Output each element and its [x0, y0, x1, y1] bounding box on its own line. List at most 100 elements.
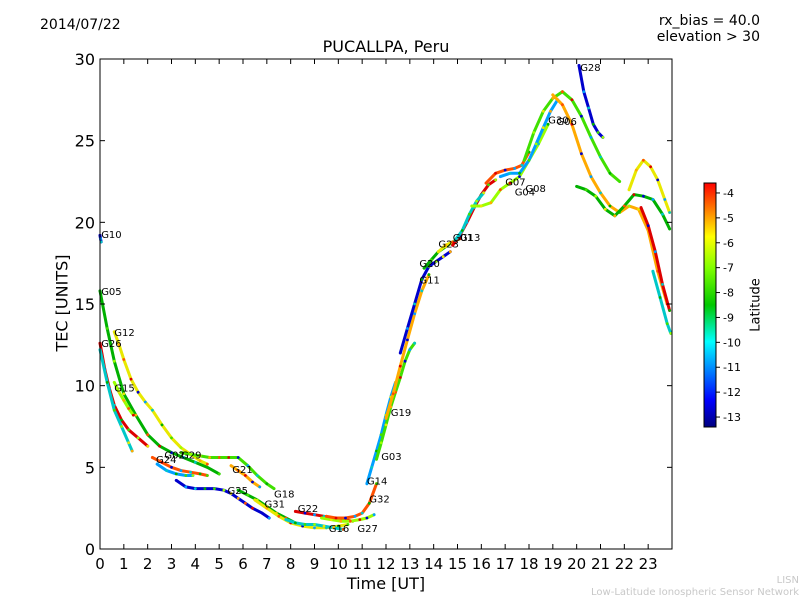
data-point — [246, 493, 250, 497]
data-point — [112, 359, 116, 363]
data-point — [227, 456, 231, 459]
x-tick-label: 4 — [191, 555, 201, 573]
data-point — [503, 168, 507, 172]
data-point — [661, 212, 664, 216]
colorbar-tick-label: -7 — [723, 262, 734, 275]
data-point — [669, 332, 673, 335]
satellite-label: G12 — [114, 328, 134, 339]
data-point — [265, 482, 269, 486]
series-line-g17 — [627, 158, 672, 214]
data-point — [339, 519, 343, 523]
data-point — [236, 497, 240, 500]
satellite-label: G28 — [580, 63, 600, 74]
data-point — [179, 451, 183, 454]
data-point — [420, 278, 424, 281]
data-point — [584, 188, 588, 192]
data-point — [637, 207, 640, 211]
data-point — [105, 327, 109, 330]
data-point — [348, 519, 352, 523]
data-point — [117, 343, 121, 347]
series-line-g03 — [375, 341, 417, 461]
data-point — [151, 456, 154, 459]
data-point — [398, 351, 402, 355]
data-point — [260, 511, 264, 515]
x-tick-label: 6 — [238, 555, 248, 573]
data-point — [322, 524, 326, 528]
data-point — [179, 469, 183, 472]
colorbar-label: Latitude — [748, 278, 764, 332]
satellite-label: G24 — [156, 455, 176, 466]
data-point — [468, 212, 471, 216]
x-tick-label: 18 — [519, 555, 538, 573]
data-point — [651, 198, 655, 201]
satellite-label: G26 — [101, 339, 121, 350]
satellite-label: G18 — [274, 490, 294, 501]
data-point — [372, 513, 376, 517]
data-point — [479, 204, 483, 208]
data-point — [155, 462, 159, 466]
data-point — [122, 358, 126, 361]
colorbar-tick-label: -8 — [723, 287, 734, 300]
data-point — [577, 64, 581, 67]
data-point — [303, 523, 307, 526]
data-point — [668, 227, 671, 231]
data-point — [484, 181, 488, 185]
data-point — [375, 457, 378, 461]
data-point — [325, 514, 328, 518]
satellite-label: G32 — [369, 494, 389, 505]
data-point — [229, 492, 233, 495]
data-point — [642, 158, 645, 162]
data-point — [336, 524, 340, 528]
data-point — [499, 188, 502, 192]
data-point — [236, 469, 240, 472]
data-point — [134, 413, 138, 417]
data-point — [193, 487, 197, 490]
data-point — [329, 518, 333, 521]
y-axis-ticks: 0 5 10 15 20 25 30 — [75, 50, 672, 559]
data-point — [534, 142, 538, 146]
data-point — [303, 511, 307, 515]
series-g11 — [398, 250, 452, 355]
footer-org-short: LISN — [776, 575, 799, 586]
data-point — [174, 472, 178, 476]
data-point — [129, 377, 133, 381]
series-line-g34 — [651, 269, 673, 335]
chart-title: PUCALLPA, Peru — [322, 37, 450, 56]
data-point — [475, 199, 478, 203]
data-point — [360, 511, 364, 515]
data-point — [160, 423, 164, 427]
satellite-label: G03 — [381, 452, 401, 463]
data-point — [661, 283, 664, 286]
satellite-label: G22 — [298, 504, 318, 515]
data-point — [313, 513, 316, 517]
series-line-g25 — [174, 478, 271, 520]
data-point — [346, 523, 350, 526]
data-point — [136, 390, 140, 394]
data-point — [251, 506, 254, 510]
x-tick-label: 16 — [472, 555, 491, 573]
data-point — [541, 109, 545, 113]
data-point — [434, 260, 438, 263]
colorbar-tick-label: -11 — [723, 361, 741, 374]
series-line-g28 — [577, 64, 605, 139]
data-point — [184, 485, 188, 489]
x-tick-label: 23 — [639, 555, 658, 573]
data-point — [165, 469, 169, 472]
data-point — [198, 472, 202, 476]
data-point — [170, 436, 173, 440]
data-point — [117, 390, 121, 394]
data-point — [205, 462, 209, 466]
y-tick-label: 20 — [75, 213, 95, 232]
data-point — [120, 425, 123, 428]
data-point — [130, 449, 134, 453]
y-tick-label: 10 — [75, 377, 95, 396]
colorbar-tick-label: -10 — [723, 336, 741, 349]
data-point — [427, 273, 431, 276]
data-point — [546, 122, 550, 126]
data-point — [255, 474, 259, 477]
data-point — [589, 175, 593, 179]
data-point — [213, 487, 216, 490]
data-point — [170, 465, 173, 469]
data-point — [482, 191, 486, 195]
